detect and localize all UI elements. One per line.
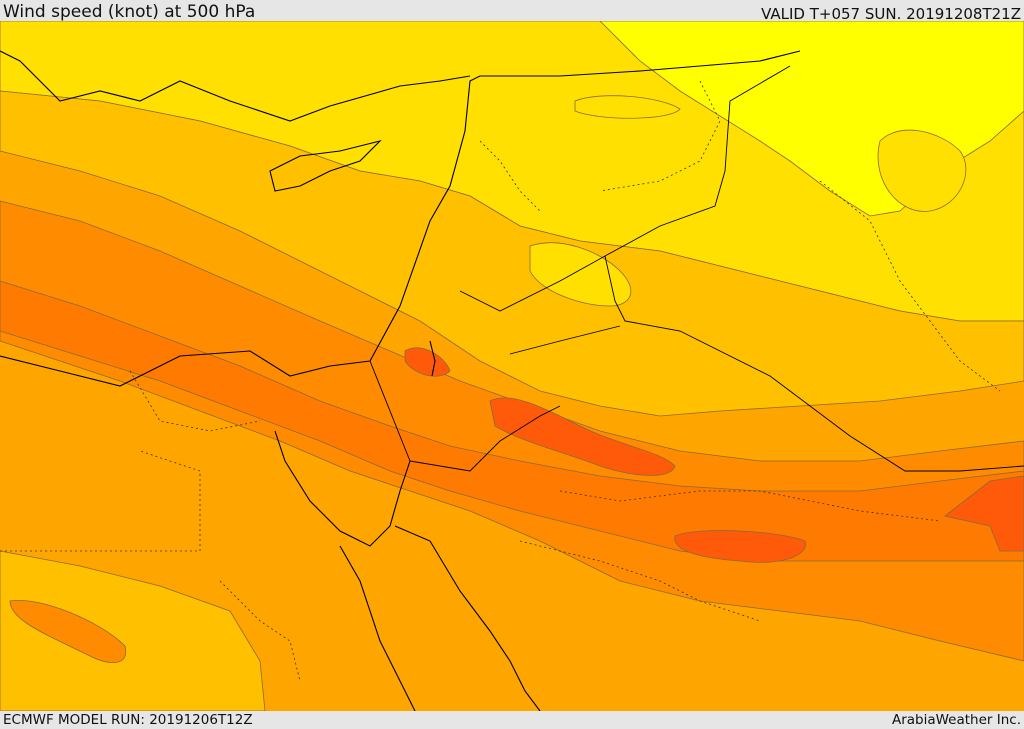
speed-band-light-island	[877, 129, 967, 212]
speed-band-dark	[0, 280, 1024, 562]
borders	[369, 65, 1024, 472]
speed-band-darkest-3	[944, 475, 1024, 552]
header-bar	[0, 0, 1024, 21]
speed-band-light-patch-2	[574, 95, 681, 119]
speed-band-darkest-2	[674, 530, 806, 563]
footer-bar	[0, 711, 1024, 729]
speed-band-darkest-4	[404, 347, 451, 377]
speed-band-mid-light	[0, 90, 1024, 417]
province-boundaries	[0, 80, 1001, 682]
map-title: Wind speed (knot) at 500 hPa	[3, 2, 256, 22]
speed-band-mid-light-south	[0, 550, 266, 711]
credit-label: ArabiaWeather Inc.	[891, 712, 1021, 728]
wind-speed-map	[0, 21, 1024, 711]
coastlines	[0, 50, 801, 711]
speed-band-light-patch	[529, 242, 632, 307]
speed-band-darkest	[489, 397, 676, 476]
model-run-label: ECMWF MODEL RUN: 20191206T12Z	[3, 712, 253, 728]
speed-band-dark-south	[9, 599, 127, 663]
valid-time-label: VALID T+057 SUN. 20191208T21Z	[761, 5, 1021, 23]
